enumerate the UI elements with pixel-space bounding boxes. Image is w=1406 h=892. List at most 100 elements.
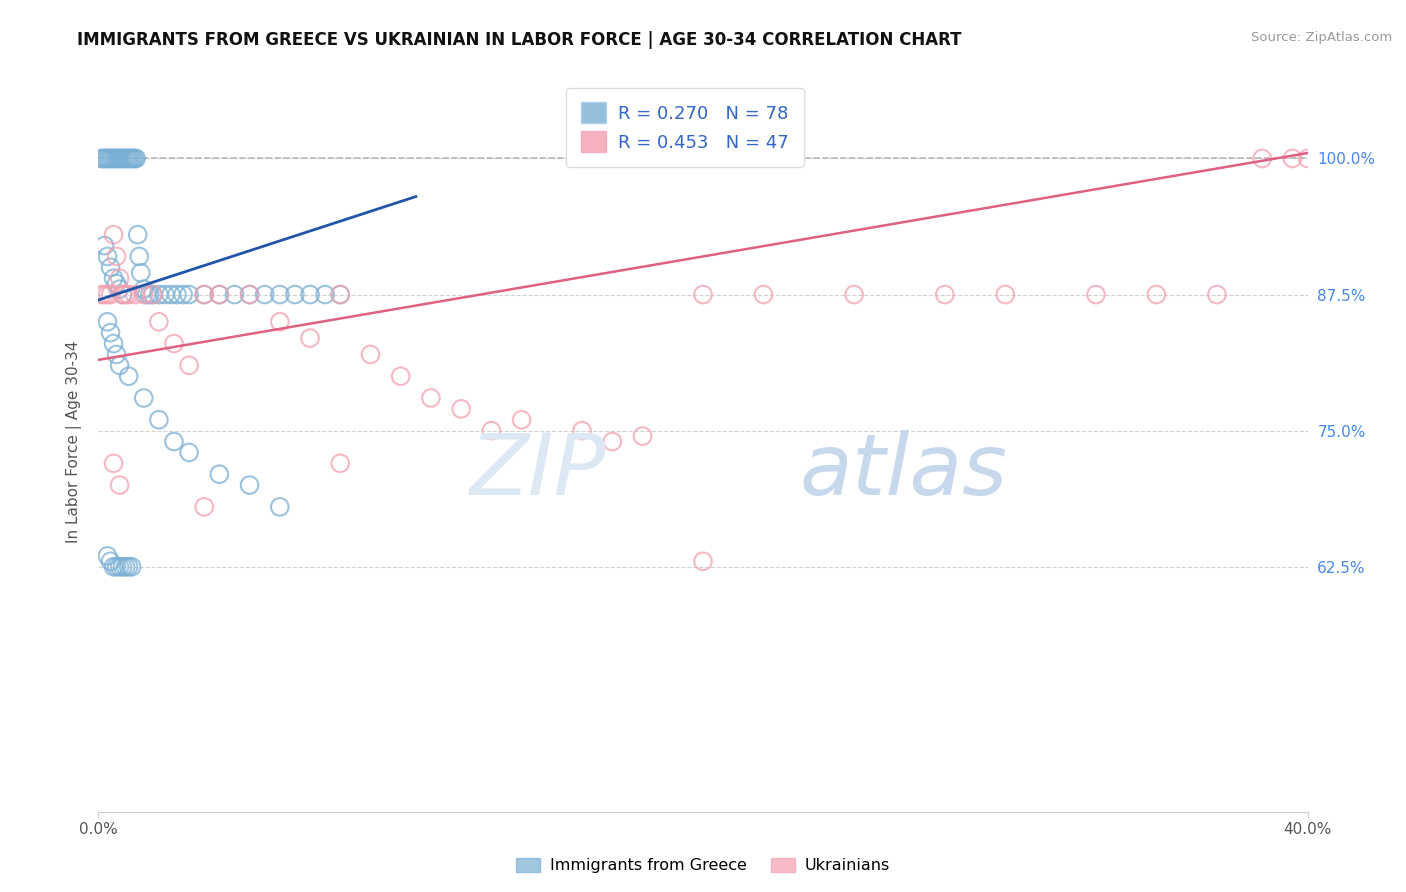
Point xyxy=(389,369,412,384)
Point xyxy=(148,287,170,301)
Point xyxy=(107,152,129,166)
Point xyxy=(481,424,503,438)
Point xyxy=(96,152,118,166)
Point xyxy=(160,287,183,301)
Point xyxy=(105,152,128,166)
Point xyxy=(163,336,186,351)
Point xyxy=(1281,152,1303,166)
Point xyxy=(105,347,128,361)
Point xyxy=(115,152,138,166)
Point xyxy=(1085,287,1108,301)
Point xyxy=(114,287,136,301)
Point xyxy=(420,391,443,405)
Point xyxy=(284,287,307,301)
Point xyxy=(108,478,131,492)
Point xyxy=(299,331,322,345)
Point xyxy=(108,152,131,166)
Point xyxy=(752,287,775,301)
Point xyxy=(239,287,262,301)
Point xyxy=(239,287,262,301)
Point xyxy=(163,434,186,449)
Point xyxy=(103,227,125,242)
Point xyxy=(118,152,141,166)
Point xyxy=(96,549,118,563)
Point xyxy=(179,359,201,373)
Point xyxy=(103,456,125,470)
Point xyxy=(93,152,115,166)
Point xyxy=(208,287,231,301)
Point xyxy=(1206,287,1229,301)
Point xyxy=(329,287,352,301)
Text: ZIP: ZIP xyxy=(470,430,606,513)
Point xyxy=(124,287,146,301)
Point xyxy=(108,271,131,285)
Point xyxy=(114,152,136,166)
Point xyxy=(110,152,132,166)
Legend: Immigrants from Greece, Ukrainians: Immigrants from Greece, Ukrainians xyxy=(510,851,896,880)
Point xyxy=(111,287,134,301)
Y-axis label: In Labor Force | Age 30-34: In Labor Force | Age 30-34 xyxy=(66,340,82,543)
Point xyxy=(100,326,122,340)
Point xyxy=(329,456,352,470)
Point xyxy=(602,434,624,449)
Point xyxy=(118,287,141,301)
Point xyxy=(193,287,215,301)
Point xyxy=(208,287,231,301)
Point xyxy=(105,249,128,264)
Point xyxy=(299,287,322,301)
Point xyxy=(994,287,1017,301)
Point xyxy=(118,369,141,384)
Point xyxy=(111,287,134,301)
Point xyxy=(166,287,188,301)
Point xyxy=(132,282,155,296)
Point xyxy=(269,287,291,301)
Point xyxy=(108,282,131,296)
Point xyxy=(148,413,170,427)
Point xyxy=(93,287,115,301)
Point xyxy=(100,554,122,568)
Point xyxy=(692,287,714,301)
Text: IMMIGRANTS FROM GREECE VS UKRAINIAN IN LABOR FORCE | AGE 30-34 CORRELATION CHART: IMMIGRANTS FROM GREECE VS UKRAINIAN IN L… xyxy=(77,31,962,49)
Point xyxy=(934,287,956,301)
Point xyxy=(96,315,118,329)
Point xyxy=(631,429,654,443)
Point xyxy=(253,287,276,301)
Point xyxy=(90,287,112,301)
Point xyxy=(108,559,131,574)
Point xyxy=(135,287,157,301)
Text: Source: ZipAtlas.com: Source: ZipAtlas.com xyxy=(1251,31,1392,45)
Point xyxy=(224,287,246,301)
Point xyxy=(124,152,146,166)
Point xyxy=(96,287,118,301)
Point xyxy=(94,152,117,166)
Point xyxy=(120,152,142,166)
Point xyxy=(142,287,165,301)
Point xyxy=(121,152,143,166)
Point xyxy=(90,152,112,166)
Point xyxy=(104,152,127,166)
Point xyxy=(132,287,155,301)
Point xyxy=(179,287,201,301)
Point xyxy=(121,559,143,574)
Legend: R = 0.270   N = 78, R = 0.453   N = 47: R = 0.270 N = 78, R = 0.453 N = 47 xyxy=(567,87,804,167)
Point xyxy=(91,152,114,166)
Point xyxy=(100,287,122,301)
Point xyxy=(172,287,194,301)
Point xyxy=(127,227,149,242)
Point xyxy=(103,336,125,351)
Point xyxy=(142,287,165,301)
Point xyxy=(114,559,136,574)
Point xyxy=(105,277,128,291)
Point xyxy=(510,413,533,427)
Point xyxy=(1146,287,1168,301)
Point xyxy=(111,152,134,166)
Point xyxy=(100,152,122,166)
Point xyxy=(103,271,125,285)
Point xyxy=(103,559,125,574)
Point xyxy=(360,347,382,361)
Point xyxy=(96,249,118,264)
Point xyxy=(100,260,122,275)
Point xyxy=(692,554,714,568)
Point xyxy=(1296,152,1319,166)
Point xyxy=(118,559,141,574)
